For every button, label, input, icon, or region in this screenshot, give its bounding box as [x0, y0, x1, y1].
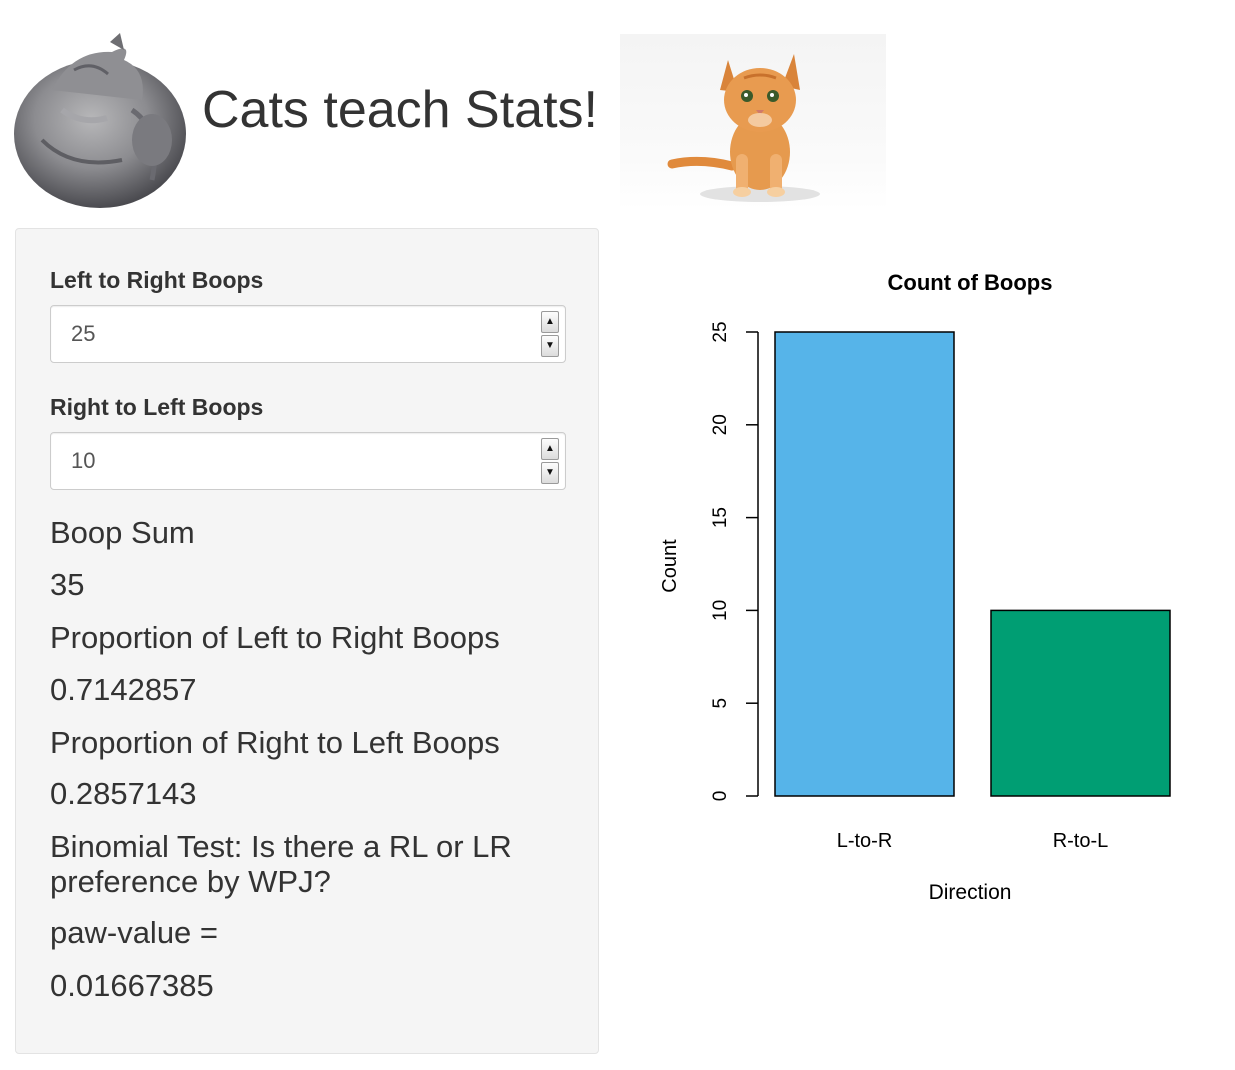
- lr-boops-spinner[interactable]: ▲ ▼: [541, 311, 559, 357]
- y-tick-label: 15: [710, 507, 731, 528]
- boop-sum-label: Boop Sum: [50, 515, 195, 550]
- binomial-test-label: Binomial Test: Is there a RL or LR prefe…: [50, 829, 512, 899]
- x-tick-label: L-to-R: [837, 830, 893, 852]
- boop-sum-value: 35: [50, 567, 85, 602]
- y-tick-label: 25: [710, 321, 731, 342]
- chart-title: Count of Boops: [888, 270, 1053, 295]
- paw-value-label: paw-value =: [50, 915, 219, 950]
- y-tick-label: 0: [710, 791, 731, 802]
- y-tick-label: 5: [710, 698, 731, 709]
- prop-lr-label: Proportion of Left to Right Boops: [50, 620, 500, 655]
- app-header: Cats teach Stats!: [0, 0, 1235, 215]
- prop-rl-value: 0.2857143: [50, 776, 197, 811]
- y-tick-label: 10: [710, 600, 731, 621]
- rl-boops-spinner[interactable]: ▲ ▼: [541, 438, 559, 484]
- paw-value: 0.01667385: [50, 968, 214, 1003]
- bar-r-to-l: [990, 609, 1171, 797]
- sleeping-cat-image: [12, 30, 190, 210]
- prop-rl-label: Proportion of Right to Left Boops: [50, 725, 500, 760]
- chart-svg: Count of Boops 0 5 10 15 20 25 Count L-to-R R-to-…: [659, 270, 1171, 904]
- boops-bar-chart: Count of Boops 0 5 10 15 20 25 Count L-to-R R-to-…: [630, 240, 1230, 940]
- x-tick-label: R-to-L: [1053, 830, 1109, 852]
- caret-up-icon[interactable]: ▲: [541, 311, 559, 333]
- caret-down-icon[interactable]: ▼: [541, 462, 559, 484]
- orange-kitten-image: [620, 34, 886, 210]
- caret-down-icon[interactable]: ▼: [541, 335, 559, 357]
- lr-boops-field[interactable]: [71, 320, 511, 348]
- bar-l-to-r: [774, 331, 955, 797]
- lr-boops-input[interactable]: ▲ ▼: [50, 305, 566, 363]
- prop-lr-value: 0.7142857: [50, 672, 197, 707]
- y-axis-label: Count: [659, 539, 681, 593]
- x-axis-label: Direction: [929, 881, 1012, 904]
- app-title: Cats teach Stats!: [202, 81, 598, 139]
- lr-boops-label: Left to Right Boops: [50, 267, 264, 293]
- rl-boops-input[interactable]: ▲ ▼: [50, 432, 566, 490]
- caret-up-icon[interactable]: ▲: [541, 438, 559, 460]
- rl-boops-label: Right to Left Boops: [50, 394, 264, 420]
- sidebar-panel: Left to Right Boops ▲ ▼ Right to Left Bo…: [15, 228, 599, 1054]
- rl-boops-field[interactable]: [71, 447, 511, 475]
- y-tick-label: 20: [710, 414, 731, 435]
